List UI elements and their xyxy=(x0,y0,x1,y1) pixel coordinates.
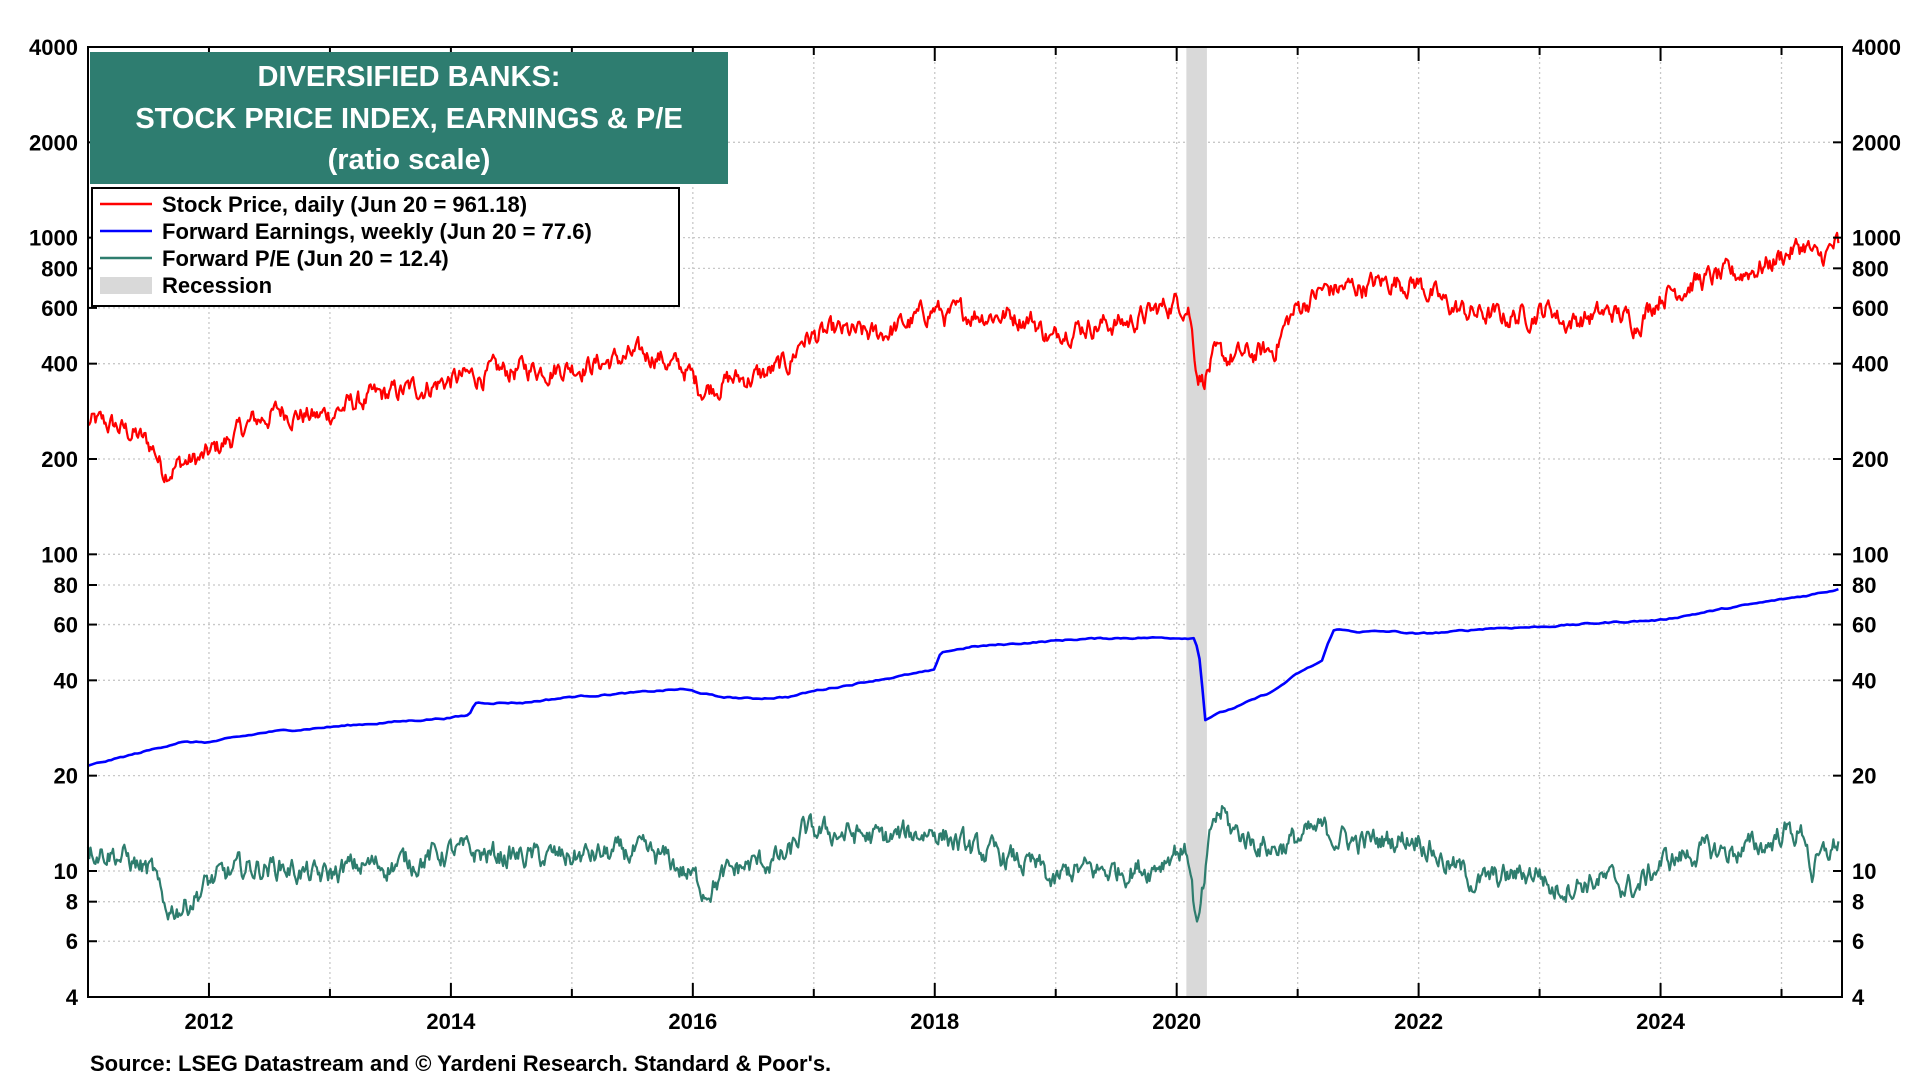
y-tick-label-left-100: 100 xyxy=(41,542,78,567)
x-tick-label-2022: 2022 xyxy=(1394,1009,1443,1034)
y-tick-label-right-60: 60 xyxy=(1852,613,1876,638)
legend-box xyxy=(91,187,680,307)
series-line-pe xyxy=(86,804,1840,923)
y-tick-label-left-6: 6 xyxy=(66,929,78,954)
y-tick-label-right-4000: 4000 xyxy=(1852,35,1901,60)
y-tick-label-left-4000: 4000 xyxy=(29,35,78,60)
y-tick-label-right-10: 10 xyxy=(1852,859,1876,884)
series-line-stock xyxy=(87,231,1840,484)
y-tick-label-left-8: 8 xyxy=(66,890,78,915)
chart-title-box: DIVERSIFIED BANKS: STOCK PRICE INDEX, EA… xyxy=(90,52,728,184)
x-tick-label-2014: 2014 xyxy=(426,1009,476,1034)
y-tick-label-right-2000: 2000 xyxy=(1852,130,1901,155)
y-tick-label-left-200: 200 xyxy=(41,447,78,472)
legend-label-recession: Recession xyxy=(162,273,272,298)
y-tick-label-left-4: 4 xyxy=(66,985,79,1010)
legend-label-stock: Stock Price, daily (Jun 20 = 961.18) xyxy=(162,192,527,217)
y-tick-label-right-8: 8 xyxy=(1852,890,1864,915)
y-tick-label-right-80: 80 xyxy=(1852,573,1876,598)
legend-label-pe: Forward P/E (Jun 20 = 12.4) xyxy=(162,246,449,271)
y-tick-label-right-100: 100 xyxy=(1852,542,1889,567)
x-tick-label-2018: 2018 xyxy=(910,1009,959,1034)
legend-label-earnings: Forward Earnings, weekly (Jun 20 = 77.6) xyxy=(162,219,592,244)
y-tick-label-left-60: 60 xyxy=(54,613,78,638)
y-tick-label-left-400: 400 xyxy=(41,352,78,377)
title-line-1: DIVERSIFIED BANKS: xyxy=(258,61,561,93)
series-lines xyxy=(86,231,1840,923)
title-line-3: (ratio scale) xyxy=(328,144,491,176)
title-line-2: STOCK PRICE INDEX, EARNINGS & P/E xyxy=(135,103,682,135)
series-line-earnings xyxy=(87,587,1839,767)
y-tick-label-right-600: 600 xyxy=(1852,296,1889,321)
title-background xyxy=(90,52,728,184)
y-tick-label-left-40: 40 xyxy=(54,668,78,693)
y-tick-label-left-2000: 2000 xyxy=(29,130,78,155)
x-tick-label-2020: 2020 xyxy=(1152,1009,1201,1034)
x-tick-label-2012: 2012 xyxy=(184,1009,233,1034)
x-tick-label-2016: 2016 xyxy=(668,1009,717,1034)
source-note: Source: LSEG Datastream and © Yardeni Re… xyxy=(90,1051,831,1076)
y-tick-label-right-200: 200 xyxy=(1852,447,1889,472)
y-tick-label-left-1000: 1000 xyxy=(29,226,78,251)
y-tick-label-right-400: 400 xyxy=(1852,352,1889,377)
y-tick-label-left-20: 20 xyxy=(54,764,78,789)
y-tick-label-right-6: 6 xyxy=(1852,929,1864,954)
legend-swatch-recession xyxy=(100,277,152,294)
y-tick-label-left-10: 10 xyxy=(54,859,78,884)
x-tick-label-2024: 2024 xyxy=(1636,1009,1686,1034)
y-tick-label-right-20: 20 xyxy=(1852,764,1876,789)
y-tick-label-right-4: 4 xyxy=(1852,985,1865,1010)
recession-band-group xyxy=(1186,47,1207,997)
recession-band xyxy=(1186,47,1207,997)
legend: Stock Price, daily (Jun 20 = 961.18) For… xyxy=(91,187,680,307)
y-tick-label-right-40: 40 xyxy=(1852,668,1876,693)
plot-frame xyxy=(87,46,1843,998)
y-tick-label-right-1000: 1000 xyxy=(1852,226,1901,251)
y-tick-label-left-600: 600 xyxy=(41,296,78,321)
y-tick-label-left-80: 80 xyxy=(54,573,78,598)
y-tick-label-right-800: 800 xyxy=(1852,256,1889,281)
y-tick-label-left-800: 800 xyxy=(41,256,78,281)
